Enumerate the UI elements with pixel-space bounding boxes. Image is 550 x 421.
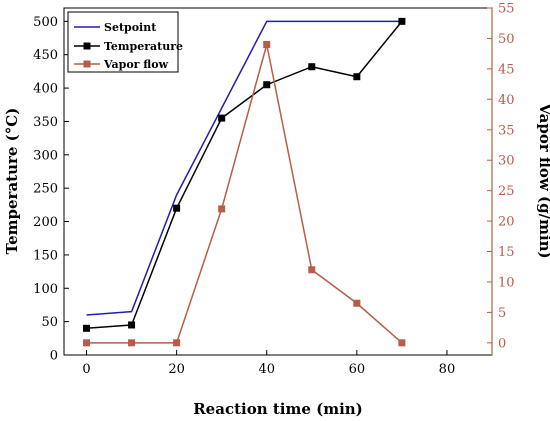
y2-tick-label: 20: [498, 215, 515, 230]
y-tick-label: 50: [41, 315, 58, 330]
y2-tick-label: 10: [498, 275, 515, 290]
x-tick-label: 60: [349, 362, 366, 377]
y2-tick-label: 15: [498, 245, 515, 260]
legend-marker-temperature: [83, 42, 91, 50]
data-point-vapor-flow: [263, 41, 271, 49]
y2-tick-label: 40: [498, 93, 515, 108]
y-tick-label: 150: [33, 248, 58, 263]
data-point-temperature: [353, 73, 361, 81]
legend-label-setpoint: Setpoint: [104, 21, 157, 34]
y-axis-ticks: 0 50 100 150 200 250 300 350 400 450 500: [33, 15, 69, 364]
legend: Setpoint Temperature Vapor flow: [67, 11, 183, 73]
data-point-temperature: [173, 204, 181, 212]
legend-marker-vapor-flow: [83, 60, 91, 68]
series-layer: [83, 17, 406, 347]
y2-tick-label: 45: [498, 62, 515, 77]
x-axis-title: Reaction time (min): [193, 400, 363, 418]
data-point-temperature: [398, 17, 406, 25]
data-point-vapor-flow: [128, 339, 136, 347]
y2-tick-label: 0: [498, 336, 506, 351]
y2-axis-ticks: 0 5 10 15 20 25 30 35 40 45 50 55: [487, 2, 515, 351]
data-point-temperature: [263, 81, 271, 89]
y-tick-label: 100: [33, 282, 58, 297]
y-tick-label: 200: [33, 215, 58, 230]
x-tick-label: 80: [439, 362, 456, 377]
y-axis-title: Temperature (°C): [3, 108, 21, 255]
data-point-vapor-flow: [83, 339, 91, 347]
y2-tick-label: 55: [498, 2, 515, 17]
y-tick-label: 0: [50, 349, 58, 364]
data-point-vapor-flow: [398, 339, 406, 347]
y2-tick-label: 30: [498, 154, 515, 169]
y-tick-label: 400: [33, 82, 58, 97]
x-axis-ticks: 0 20 40 60 80: [82, 350, 455, 377]
x-tick-label: 20: [168, 362, 185, 377]
y-tick-label: 350: [33, 115, 58, 130]
y-tick-label: 500: [33, 15, 58, 30]
data-point-vapor-flow: [218, 205, 226, 213]
x-tick-label: 0: [82, 362, 90, 377]
y2-tick-label: 35: [498, 123, 515, 138]
data-point-vapor-flow: [308, 266, 316, 274]
data-point-vapor-flow: [173, 339, 181, 347]
legend-label-temperature: Temperature: [104, 40, 183, 53]
y2-tick-label: 5: [498, 306, 506, 321]
y2-axis-title: Vapor flow (g/min): [536, 102, 550, 258]
y-tick-label: 450: [33, 48, 58, 63]
data-point-temperature: [218, 114, 226, 122]
legend-label-vapor-flow: Vapor flow: [103, 58, 169, 71]
y-tick-label: 250: [33, 182, 58, 197]
data-point-temperature: [83, 324, 91, 332]
x-tick-label: 40: [258, 362, 275, 377]
y-tick-label: 300: [33, 148, 58, 163]
series-line-vapor-flow: [86, 44, 403, 344]
y2-tick-label: 25: [498, 184, 515, 199]
data-point-temperature: [128, 321, 136, 329]
data-point-vapor-flow: [353, 299, 361, 307]
data-point-temperature: [308, 63, 316, 71]
y2-tick-label: 50: [498, 32, 515, 47]
series-line-temperature: [86, 20, 403, 330]
series-line-setpoint: [86, 20, 402, 316]
